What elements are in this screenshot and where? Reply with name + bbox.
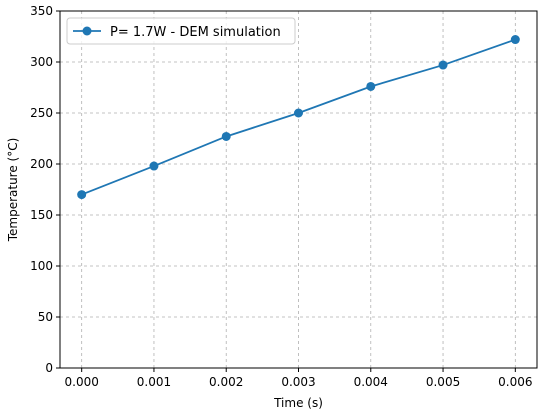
y-tick-label: 50 [38, 310, 53, 324]
x-tick-label: 0.001 [137, 375, 171, 389]
y-tick-label: 350 [30, 4, 53, 18]
plot-frame [59, 10, 538, 369]
ticks: 0.000 0.001 0.002 0.003 0.004 0.005 0.006 0 50 10… [30, 4, 532, 389]
x-tick-label: 0.005 [426, 375, 460, 389]
data-point [438, 60, 448, 70]
y-tick-label: 200 [30, 157, 53, 171]
legend-box [66, 17, 296, 45]
legend: P= 1.7W - DEM simulation [66, 17, 296, 45]
x-axis-label: Time (s) [273, 396, 323, 410]
legend-marker [82, 26, 92, 36]
data-point [366, 81, 376, 91]
x-tick-label: 0.000 [65, 375, 99, 389]
y-tick-label: 100 [30, 259, 53, 273]
grid [60, 10, 537, 369]
data-point [77, 190, 87, 200]
data-point [510, 35, 520, 45]
data-point [221, 131, 231, 141]
x-tick-label: 0.006 [498, 375, 532, 389]
series-layer [77, 35, 520, 200]
data-point [149, 161, 159, 171]
y-tick-label: 300 [30, 55, 53, 69]
y-axis-label: Temperature (°C) [6, 138, 20, 243]
y-tick-label: 0 [45, 361, 53, 375]
x-tick-label: 0.004 [354, 375, 388, 389]
y-tick-label: 150 [30, 208, 53, 222]
x-tick-label: 0.003 [281, 375, 315, 389]
y-tick-label: 250 [30, 106, 53, 120]
x-tick-label: 0.002 [209, 375, 243, 389]
data-point [294, 108, 303, 118]
legend-entry-label: P= 1.7W - DEM simulation [110, 25, 281, 40]
